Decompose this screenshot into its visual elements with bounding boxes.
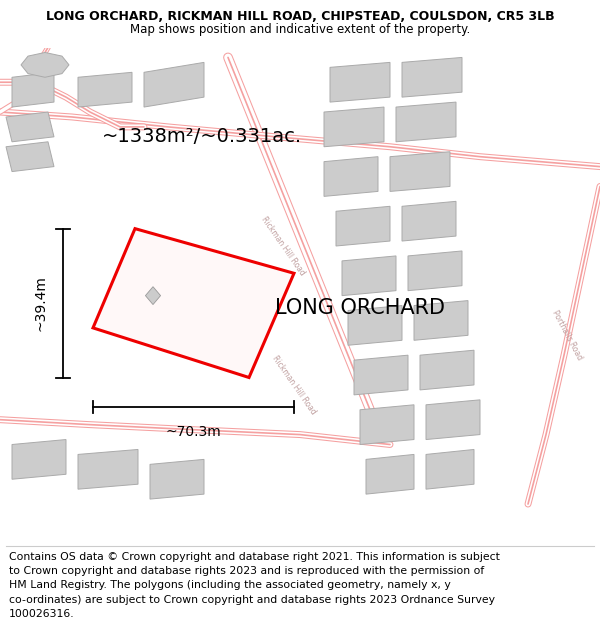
Polygon shape [408, 251, 462, 291]
Text: Rickman Hill Road: Rickman Hill Road [271, 354, 317, 416]
Text: ~39.4m: ~39.4m [34, 275, 48, 331]
Polygon shape [78, 449, 138, 489]
Polygon shape [6, 142, 54, 171]
Text: to Crown copyright and database rights 2023 and is reproduced with the permissio: to Crown copyright and database rights 2… [9, 566, 484, 576]
Polygon shape [324, 107, 384, 147]
Polygon shape [12, 72, 54, 107]
Polygon shape [354, 355, 408, 395]
Polygon shape [402, 201, 456, 241]
Polygon shape [426, 400, 480, 439]
Polygon shape [360, 405, 414, 444]
Polygon shape [78, 72, 132, 107]
Polygon shape [420, 350, 474, 390]
Text: HM Land Registry. The polygons (including the associated geometry, namely x, y: HM Land Registry. The polygons (includin… [9, 580, 451, 590]
Polygon shape [144, 62, 204, 107]
Text: Contains OS data © Crown copyright and database right 2021. This information is : Contains OS data © Crown copyright and d… [9, 552, 500, 562]
Polygon shape [6, 112, 54, 142]
Polygon shape [336, 206, 390, 246]
Polygon shape [396, 102, 456, 142]
Text: 100026316.: 100026316. [9, 609, 74, 619]
Text: LONG ORCHARD, RICKMAN HILL ROAD, CHIPSTEAD, COULSDON, CR5 3LB: LONG ORCHARD, RICKMAN HILL ROAD, CHIPSTE… [46, 11, 554, 24]
Polygon shape [21, 52, 69, 78]
Text: Map shows position and indicative extent of the property.: Map shows position and indicative extent… [130, 22, 470, 36]
Text: Porthalls Road: Porthalls Road [550, 309, 584, 362]
Polygon shape [12, 439, 66, 479]
Polygon shape [390, 152, 450, 191]
Text: ~70.3m: ~70.3m [166, 424, 221, 439]
Polygon shape [145, 287, 161, 304]
Polygon shape [414, 301, 468, 340]
Text: co-ordinates) are subject to Crown copyright and database rights 2023 Ordnance S: co-ordinates) are subject to Crown copyr… [9, 594, 495, 604]
Polygon shape [93, 229, 294, 378]
Polygon shape [324, 157, 378, 196]
Text: LONG ORCHARD: LONG ORCHARD [275, 298, 445, 318]
Polygon shape [348, 306, 402, 345]
Polygon shape [426, 449, 474, 489]
Text: ~1338m²/~0.331ac.: ~1338m²/~0.331ac. [102, 127, 302, 146]
Polygon shape [330, 62, 390, 102]
Polygon shape [402, 58, 462, 97]
Polygon shape [366, 454, 414, 494]
Text: Rickman Hill Road: Rickman Hill Road [260, 215, 307, 277]
Polygon shape [150, 459, 204, 499]
Polygon shape [342, 256, 396, 296]
